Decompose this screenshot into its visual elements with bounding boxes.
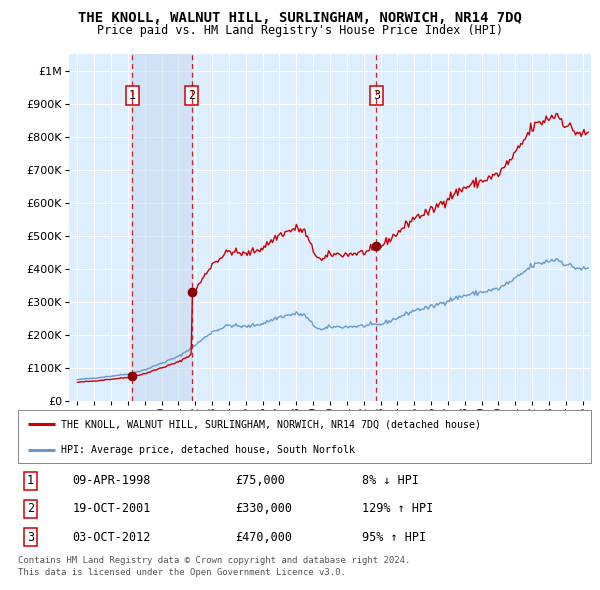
Text: 1: 1 bbox=[27, 474, 34, 487]
Text: £330,000: £330,000 bbox=[236, 502, 293, 516]
Text: 2: 2 bbox=[27, 502, 34, 516]
Bar bbox=[133, 54, 192, 401]
Text: 129% ↑ HPI: 129% ↑ HPI bbox=[362, 502, 433, 516]
Text: HPI: Average price, detached house, South Norfolk: HPI: Average price, detached house, Sout… bbox=[61, 445, 355, 455]
Text: £470,000: £470,000 bbox=[236, 530, 293, 543]
Text: 95% ↑ HPI: 95% ↑ HPI bbox=[362, 530, 426, 543]
Text: 09-APR-1998: 09-APR-1998 bbox=[73, 474, 151, 487]
Text: 3: 3 bbox=[27, 530, 34, 543]
Text: Contains HM Land Registry data © Crown copyright and database right 2024.: Contains HM Land Registry data © Crown c… bbox=[18, 556, 410, 565]
Text: 19-OCT-2001: 19-OCT-2001 bbox=[73, 502, 151, 516]
Text: This data is licensed under the Open Government Licence v3.0.: This data is licensed under the Open Gov… bbox=[18, 568, 346, 576]
Text: £75,000: £75,000 bbox=[236, 474, 286, 487]
Text: 03-OCT-2012: 03-OCT-2012 bbox=[73, 530, 151, 543]
Text: 8% ↓ HPI: 8% ↓ HPI bbox=[362, 474, 419, 487]
Text: Price paid vs. HM Land Registry's House Price Index (HPI): Price paid vs. HM Land Registry's House … bbox=[97, 24, 503, 37]
Text: THE KNOLL, WALNUT HILL, SURLINGHAM, NORWICH, NR14 7DQ (detached house): THE KNOLL, WALNUT HILL, SURLINGHAM, NORW… bbox=[61, 419, 481, 430]
Text: 1: 1 bbox=[129, 90, 136, 103]
Text: 2: 2 bbox=[188, 90, 196, 103]
Text: 3: 3 bbox=[373, 90, 380, 103]
Text: THE KNOLL, WALNUT HILL, SURLINGHAM, NORWICH, NR14 7DQ: THE KNOLL, WALNUT HILL, SURLINGHAM, NORW… bbox=[78, 11, 522, 25]
